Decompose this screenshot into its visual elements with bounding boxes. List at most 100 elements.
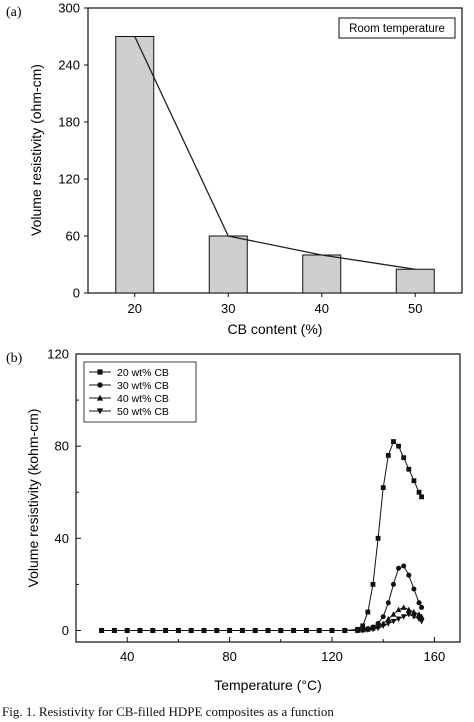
data-point — [354, 628, 361, 634]
y-tick-label: 240 — [58, 58, 80, 73]
panel-b-y-ticks: 0 40 80 120 — [47, 347, 81, 638]
data-point — [188, 628, 195, 634]
data-point — [419, 494, 424, 500]
panel-a-frame — [87, 7, 463, 294]
x-tick-label: 40 — [120, 649, 134, 664]
data-point — [137, 628, 143, 634]
data-point — [370, 582, 376, 587]
panel-b-label: (b) — [6, 351, 23, 366]
data-point — [341, 628, 348, 634]
data-point — [395, 606, 402, 613]
legend-label: 30 wt% CB — [117, 380, 169, 392]
data-point — [98, 628, 105, 634]
data-point — [375, 535, 381, 541]
x-tick-label: 30 — [221, 301, 235, 316]
data-point — [400, 614, 407, 620]
y-tick-label: 300 — [58, 1, 80, 16]
y-tick-label: 40 — [55, 531, 69, 546]
data-point — [252, 628, 259, 634]
legend-label: 40 wt% CB — [117, 393, 169, 405]
data-point — [364, 627, 371, 633]
x-tick-label: 50 — [408, 301, 422, 316]
panel-a-label: (a) — [6, 5, 22, 20]
bar-20 — [115, 36, 155, 294]
panel-b-y-axis-label: Volume resistivity (kohm-cm) — [25, 409, 41, 588]
legend-item: 30 wt% CB — [89, 380, 169, 392]
data-point — [365, 609, 371, 615]
x-tick-label: 40 — [315, 301, 329, 316]
y-tick-label: 80 — [55, 439, 69, 454]
x-tick-label: 80 — [222, 649, 236, 664]
data-point — [162, 628, 169, 634]
data-point — [390, 581, 396, 587]
data-point — [265, 628, 271, 634]
data-point — [97, 369, 103, 375]
x-tick-label: 20 — [128, 301, 142, 316]
data-point — [124, 628, 131, 634]
data-point — [239, 628, 246, 634]
data-point — [411, 608, 417, 615]
data-point — [390, 618, 397, 625]
legend-item: 40 wt% CB — [89, 393, 169, 405]
series-2 — [99, 563, 425, 633]
data-point — [419, 604, 425, 610]
panel-a-y-ticks: 0 60 120 180 240 300 — [58, 1, 88, 301]
data-point — [416, 600, 422, 606]
data-point — [96, 408, 104, 415]
series-1 — [99, 439, 424, 633]
y-tick-label: 120 — [47, 347, 69, 362]
data-point — [359, 627, 366, 634]
panel-a-y-axis-label: Volume resistivity (ohm-cm) — [28, 64, 44, 236]
panel-a-trend-line — [134, 36, 416, 270]
data-point — [385, 452, 391, 458]
y-tick-label: 0 — [62, 623, 69, 638]
data-point — [411, 478, 417, 484]
data-point — [391, 439, 396, 444]
data-point — [380, 485, 386, 491]
data-point — [316, 628, 323, 634]
panel-a: (a) 0 60 120 180 240 300 20 30 40 50 Room temper… — [6, 1, 463, 337]
figure-caption: Fig. 1. Resistivity for CB-filled HDPE c… — [2, 704, 334, 719]
data-point — [149, 628, 156, 634]
data-point — [405, 611, 412, 618]
data-point — [380, 623, 387, 629]
x-tick-label: 160 — [424, 649, 446, 664]
data-point — [405, 606, 412, 613]
panel-b-x-ticks: 40 80 120 160 — [75, 637, 446, 664]
data-point — [380, 614, 386, 620]
data-point — [96, 394, 104, 401]
panel-a-x-axis-label: CB content (%) — [228, 321, 323, 337]
data-point — [226, 628, 233, 634]
data-point — [396, 443, 401, 449]
data-point — [111, 628, 118, 634]
series-line — [101, 440, 423, 631]
x-tick-label: 120 — [321, 649, 343, 664]
data-point — [303, 628, 310, 634]
data-point — [411, 614, 417, 620]
legend-label: 50 wt% CB — [117, 406, 169, 418]
data-point — [411, 586, 417, 592]
panel-a-x-ticks: 20 30 40 50 — [128, 293, 422, 316]
data-point — [175, 628, 182, 634]
data-point — [213, 628, 220, 634]
data-point — [97, 382, 103, 388]
data-point — [385, 615, 392, 622]
series-line — [101, 613, 422, 631]
data-point — [370, 626, 376, 633]
legend-item: 20 wt% CB — [89, 367, 169, 379]
data-point — [375, 625, 381, 632]
annotation-box — [338, 17, 456, 39]
data-point — [396, 565, 402, 571]
bar-30 — [208, 235, 248, 294]
panel-b-series — [98, 439, 425, 634]
data-point — [277, 628, 284, 634]
data-point — [395, 616, 402, 623]
data-point — [416, 489, 422, 495]
bar-40 — [302, 254, 342, 294]
data-point — [390, 611, 397, 617]
y-tick-label: 180 — [58, 115, 80, 130]
data-point — [360, 623, 366, 629]
